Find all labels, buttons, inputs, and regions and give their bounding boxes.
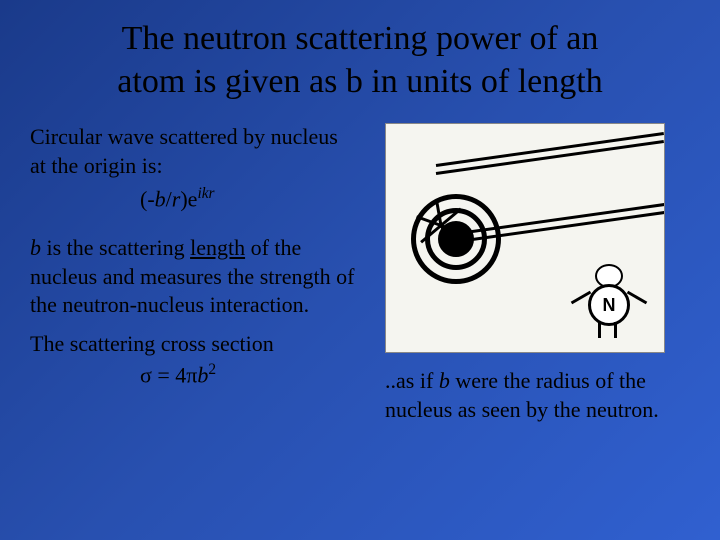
slide-title: The neutron scattering power of an atom …: [30, 18, 690, 103]
illustration-caption: ..as if b were the radius of the nucleus…: [385, 367, 690, 424]
para1-line1: Circular wave scattered by nucleus: [30, 124, 338, 149]
caption-prefix: ..as if: [385, 368, 439, 393]
beam-line: [436, 132, 664, 167]
beam-line: [436, 140, 664, 175]
formula2-squared: 2: [208, 361, 216, 378]
para1-line2: at the origin is:: [30, 153, 163, 178]
wave-formula: (-b/r)eikr: [30, 184, 367, 214]
slide: The neutron scattering power of an atom …: [0, 0, 720, 540]
formula-b: b: [155, 187, 166, 212]
neutron-character: N: [574, 260, 644, 340]
cross-section-formula: σ = 4πb2: [30, 360, 367, 390]
title-line-2: atom is given as b in units of length: [117, 63, 602, 100]
para2-length: length: [190, 235, 245, 260]
sigma: σ: [140, 363, 152, 388]
formula2-eq: = 4π: [152, 363, 198, 388]
formula-exponent: ikr: [197, 185, 214, 202]
scattering-length-paragraph: b is the scattering length of the nucleu…: [30, 234, 367, 320]
intro-paragraph: Circular wave scattered by nucleus at th…: [30, 123, 367, 180]
formula2-b: b: [197, 363, 208, 388]
content-area: Circular wave scattered by nucleus at th…: [30, 123, 690, 424]
character-leg: [598, 322, 601, 338]
title-line-1: The neutron scattering power of an: [122, 20, 599, 57]
para2-text1: is the scattering: [41, 235, 190, 260]
formula-close-e: )e: [180, 187, 197, 212]
character-body: N: [588, 284, 630, 326]
left-column: Circular wave scattered by nucleus at th…: [30, 123, 367, 424]
character-leg: [614, 322, 617, 338]
cross-section-label: The scattering cross section: [30, 330, 367, 359]
neutron-illustration: N: [385, 123, 665, 353]
formula-open: (-: [140, 187, 155, 212]
para2-b: b: [30, 235, 41, 260]
right-column: N ..as if b were the radius of the nucle…: [385, 123, 690, 424]
caption-b: b: [439, 368, 450, 393]
